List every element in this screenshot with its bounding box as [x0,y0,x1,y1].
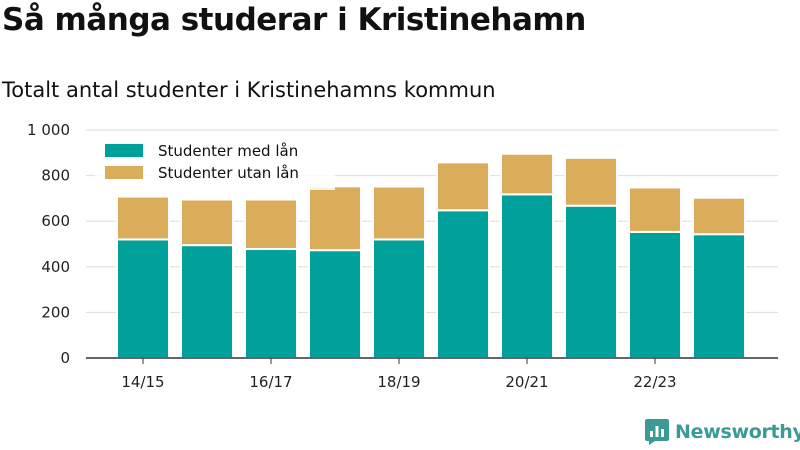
bar-segment [692,196,746,236]
bar-segment [180,198,234,247]
brand-name: Newsworthy [675,421,800,443]
y-tick-label: 0 [60,349,70,367]
bar-segment [372,185,426,241]
bar-segment [372,238,426,359]
bar-segment [628,186,682,233]
newsworthy-logo: Newsworthy [645,419,800,445]
x-tick-label: 18/19 [377,373,420,391]
bar-segment [116,238,170,359]
bar-segment [244,248,298,360]
bar-segment [500,152,554,196]
bar-segment [564,204,618,359]
bar-segment [436,209,490,359]
y-tick-label: 800 [41,167,70,185]
bar-segment [564,156,618,207]
x-tick-label: 14/15 [121,373,164,391]
bar-segment [500,193,554,359]
bar-segment [692,233,746,359]
legend-label: Studenter utan lån [158,164,299,182]
legend-label: Studenter med lån [158,142,298,160]
bar-segment [244,198,298,251]
y-tick-label: 400 [41,258,70,276]
legend-swatch [105,144,143,157]
y-tick-label: 1 000 [27,121,70,139]
bar-segment [628,230,682,359]
bar-segment [308,249,362,360]
x-tick-label: 20/21 [505,373,548,391]
y-tick-label: 200 [41,303,70,321]
chart-bubble-icon [645,419,669,445]
x-tick-label: 16/17 [249,373,292,391]
y-tick-label: 600 [41,212,70,230]
bar-segment [308,185,362,252]
bar-segment [116,195,170,241]
chart-title: Så många studerar i Kristinehamn [2,2,586,38]
x-tick-label: 22/23 [633,373,676,391]
legend-swatch [105,166,143,179]
chart-subtitle: Totalt antal studenter i Kristinehamns k… [2,78,496,102]
bar-segment [180,244,234,359]
bar-segment [436,161,490,212]
